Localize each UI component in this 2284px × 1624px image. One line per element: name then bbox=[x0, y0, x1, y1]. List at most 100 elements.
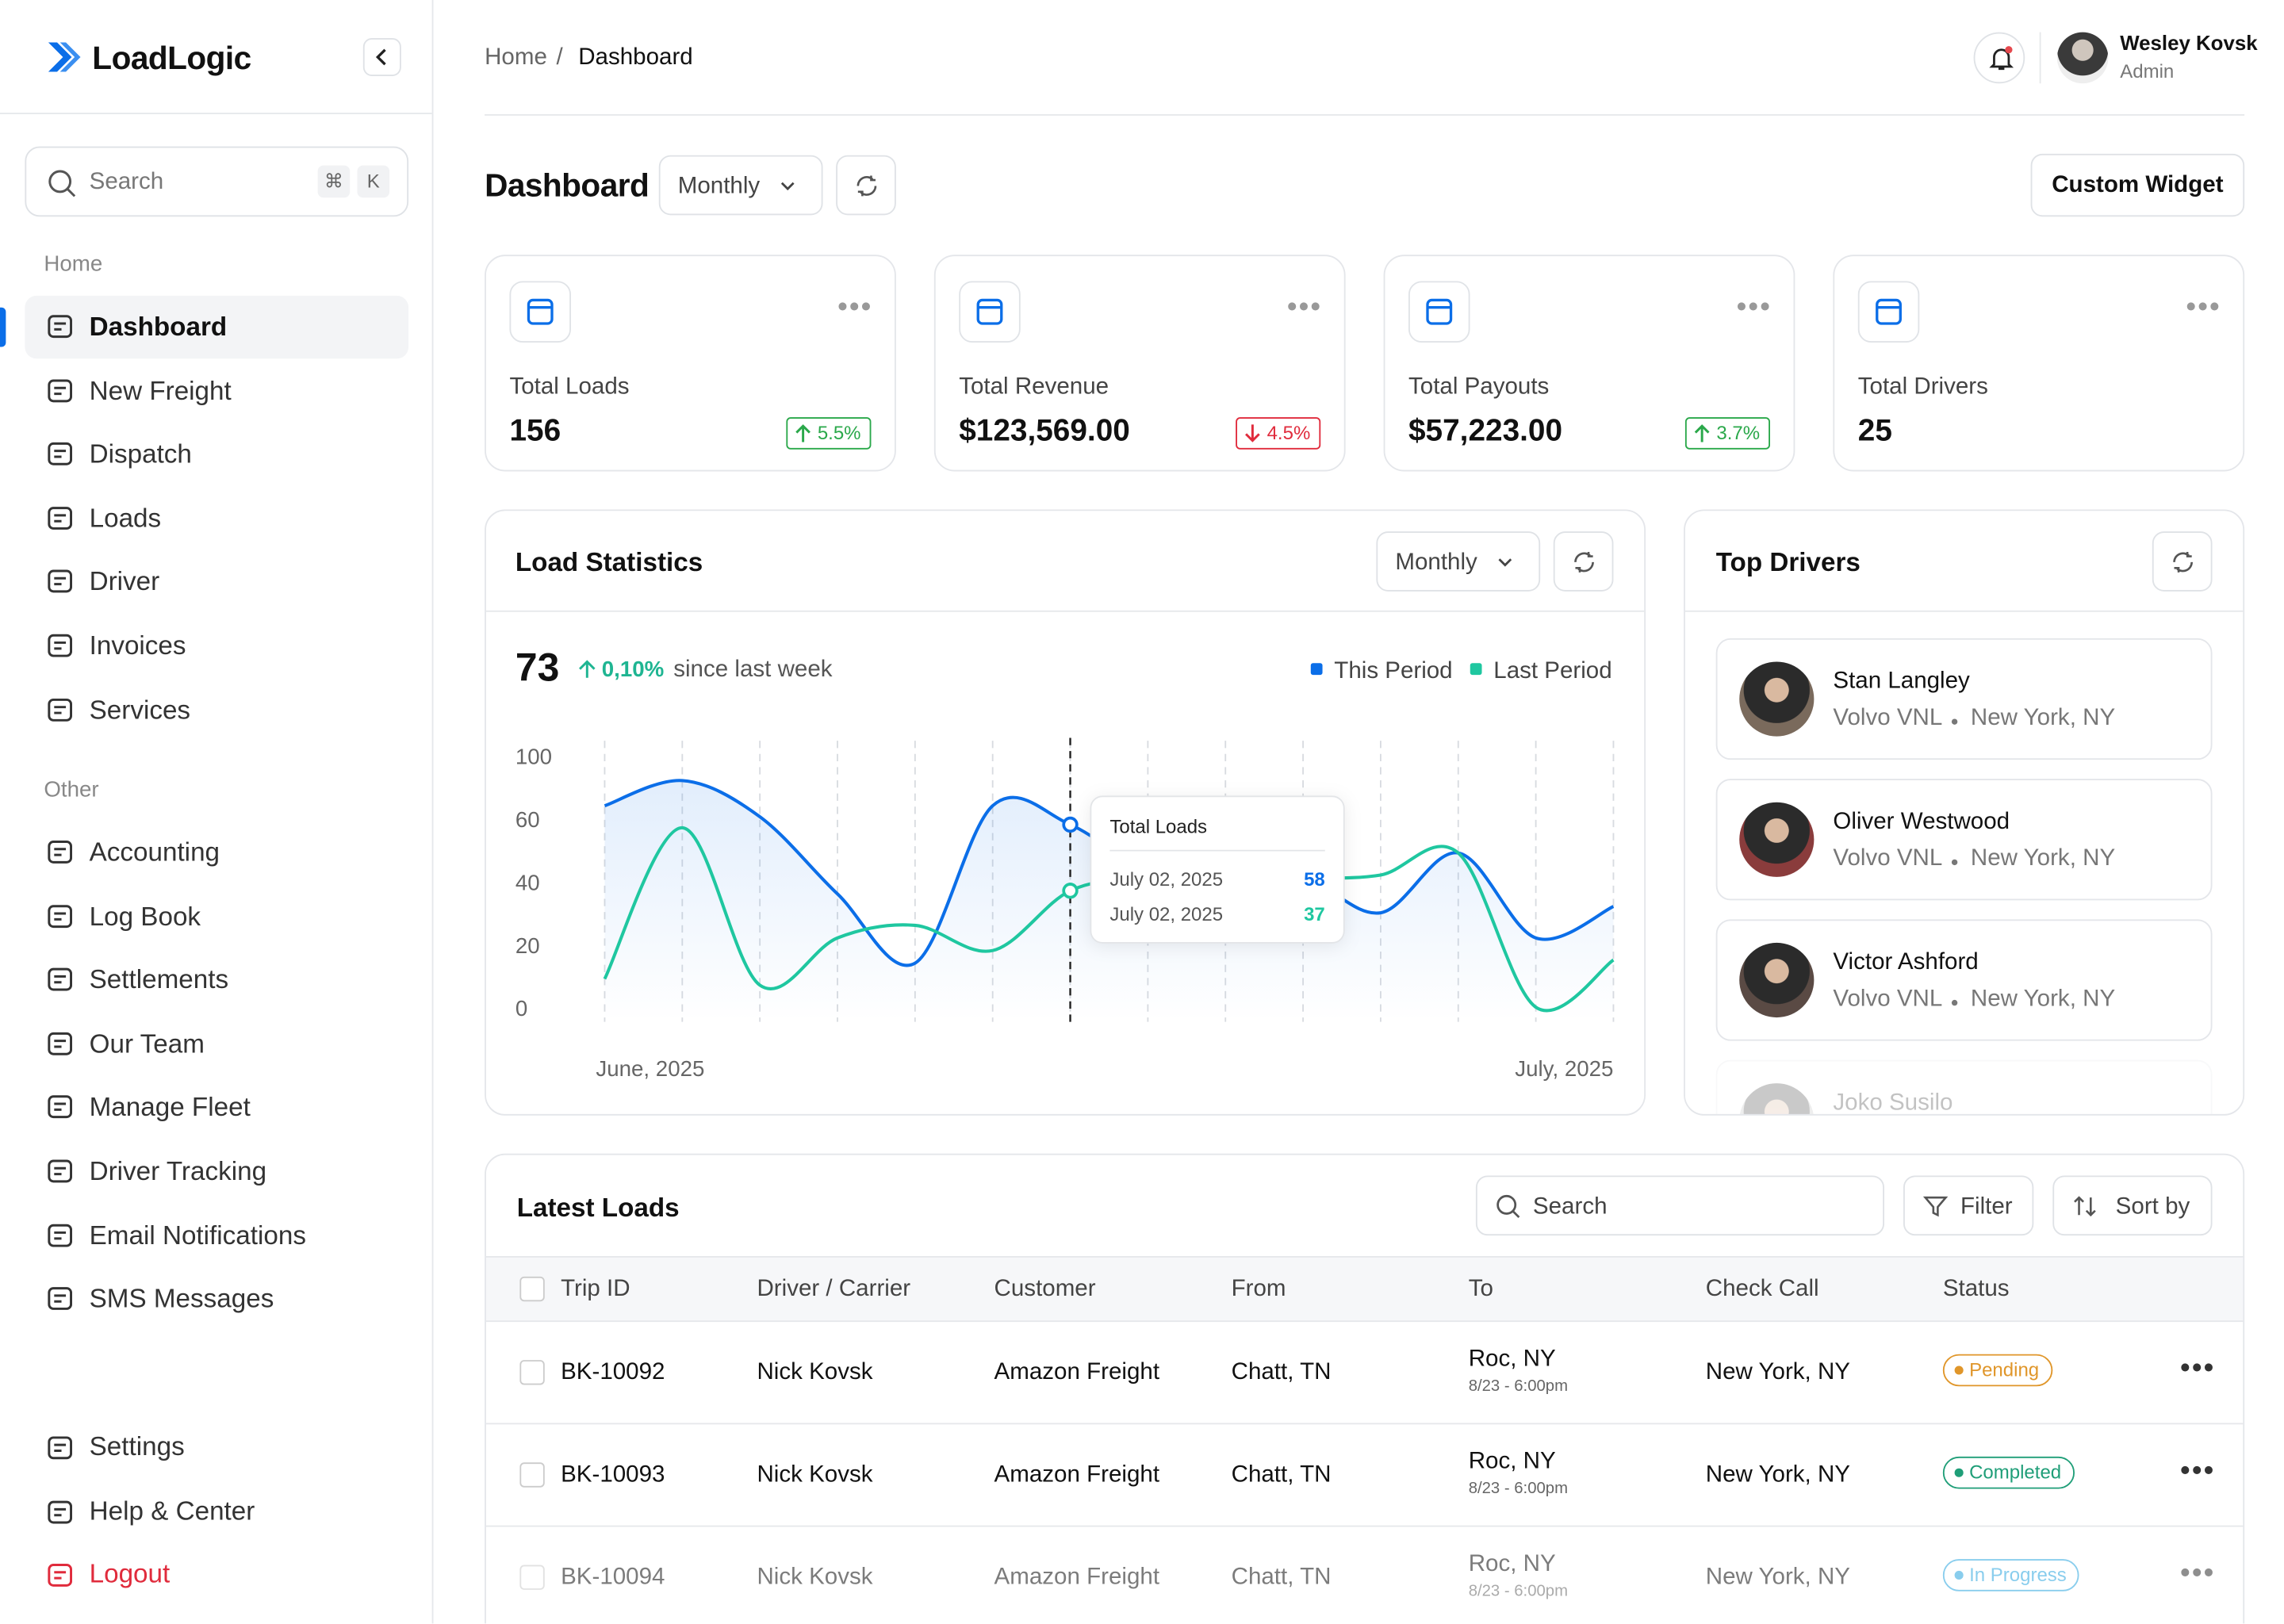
nav-item[interactable]: Services bbox=[89, 695, 191, 725]
breadcrumb-home[interactable]: Home bbox=[485, 45, 547, 71]
legend-label: Last Period bbox=[1493, 657, 1611, 684]
column-header: Driver / Carrier bbox=[757, 1276, 911, 1302]
search-placeholder: Search bbox=[1532, 1194, 1608, 1220]
more-menu[interactable]: ••• bbox=[1286, 291, 1323, 324]
tooltip-title: Total Loads bbox=[1109, 816, 1207, 837]
more-menu[interactable]: ••• bbox=[2186, 291, 2221, 324]
cell-driver: Nick Kovsk bbox=[757, 1565, 873, 1590]
driver-location: New York, NY bbox=[1970, 705, 2116, 731]
row-menu[interactable]: ••• bbox=[2179, 1455, 2216, 1488]
nav-item[interactable]: Invoices bbox=[89, 630, 186, 661]
column-header: Status bbox=[1942, 1276, 2010, 1302]
user-avatar[interactable] bbox=[2056, 32, 2109, 84]
driver-card[interactable]: Oliver Westwood Volvo VNL New York, NY bbox=[1715, 779, 2213, 901]
nav-item[interactable]: Dashboard bbox=[89, 312, 228, 342]
sidebar-divider bbox=[431, 0, 434, 1624]
nav-item[interactable]: Driver Tracking bbox=[89, 1156, 267, 1186]
nav-icon bbox=[48, 570, 73, 594]
nav-icon bbox=[48, 904, 73, 928]
nav-item[interactable]: Settings bbox=[89, 1431, 185, 1461]
legend-swatch bbox=[1470, 663, 1482, 676]
stat-value: $123,569.00 bbox=[959, 414, 1130, 448]
column-header: From bbox=[1231, 1276, 1286, 1302]
y-tick-label: 100 bbox=[515, 745, 552, 769]
status-dot bbox=[1954, 1570, 1964, 1580]
nav-icon bbox=[48, 1436, 73, 1460]
cell-check-call: New York, NY bbox=[1705, 1565, 1851, 1590]
column-header: To bbox=[1468, 1276, 1493, 1302]
period-select[interactable]: Monthly bbox=[1376, 531, 1541, 592]
period-text: Monthly bbox=[677, 174, 761, 200]
status-dot bbox=[1954, 1468, 1964, 1477]
stat-icon bbox=[1857, 281, 1920, 343]
driver-vehicle: Volvo VNL bbox=[1833, 846, 1943, 871]
nav-item[interactable]: Dispatch bbox=[89, 439, 192, 469]
nav-item[interactable]: Logout bbox=[89, 1559, 171, 1589]
row-menu[interactable]: ••• bbox=[2179, 1352, 2216, 1385]
nav-item[interactable]: Manage Fleet bbox=[89, 1092, 251, 1122]
nav-item[interactable]: Log Book bbox=[89, 901, 201, 931]
stat-icon bbox=[1408, 281, 1470, 343]
stat-label: Total Drivers bbox=[1857, 374, 1988, 400]
card-title: Latest Loads bbox=[516, 1193, 680, 1223]
load-chart: 0 20 40 60 100 June, 2025 July, 2025 Last Perio… bbox=[515, 657, 1615, 1081]
nav-item[interactable]: New Freight bbox=[89, 375, 232, 405]
breadcrumb-separator: / bbox=[556, 45, 563, 71]
trend-up-icon bbox=[579, 660, 596, 678]
driver-card[interactable]: Victor Ashford Volvo VNL New York, NY bbox=[1715, 919, 2213, 1041]
checkbox[interactable] bbox=[519, 1360, 545, 1385]
more-menu[interactable]: ••• bbox=[1736, 291, 1772, 324]
checkbox[interactable] bbox=[519, 1565, 545, 1590]
nav-item[interactable]: Email Notifications bbox=[89, 1220, 306, 1250]
row-menu[interactable]: ••• bbox=[2179, 1557, 2216, 1590]
refresh-button[interactable] bbox=[836, 155, 896, 216]
driver-card[interactable]: Joko Susilo bbox=[1715, 1059, 2213, 1114]
stat-icon bbox=[509, 281, 571, 343]
driver-card[interactable]: Stan Langley Volvo VNL New York, NY bbox=[1715, 638, 2213, 760]
stat-card: ••• Total Drivers 25 bbox=[1833, 255, 2245, 472]
line bbox=[603, 825, 1615, 1013]
more-menu[interactable]: ••• bbox=[837, 291, 873, 324]
refresh-button[interactable] bbox=[2152, 531, 2213, 592]
nav-item[interactable]: Loads bbox=[89, 503, 162, 533]
user-name: Wesley Kovsk bbox=[2120, 30, 2258, 55]
checkbox[interactable] bbox=[519, 1462, 545, 1488]
y-tick-label: 40 bbox=[515, 870, 540, 894]
checkbox[interactable] bbox=[519, 1276, 545, 1302]
table-row: BK-10093 Nick Kovsk Amazon Freight Chatt, T… bbox=[485, 1423, 2244, 1527]
table-search[interactable]: Search bbox=[1475, 1175, 1884, 1236]
nav-item[interactable]: SMS Messages bbox=[89, 1284, 274, 1314]
filter-button[interactable]: Filter bbox=[1903, 1175, 2034, 1236]
cell-from: Chatt, TN bbox=[1231, 1360, 1332, 1385]
nav-item[interactable]: Driver bbox=[89, 567, 160, 597]
sort-button[interactable]: Sort by bbox=[2052, 1175, 2213, 1236]
nav-icon bbox=[48, 634, 73, 657]
refresh-button[interactable] bbox=[1553, 531, 1614, 592]
table-row: BK-10092 Nick Kovsk Amazon Freight Chatt, T… bbox=[485, 1320, 2244, 1425]
tooltip-date: July 02, 2025 bbox=[1109, 904, 1223, 925]
notification-button[interactable] bbox=[1973, 32, 2025, 84]
custom-widget-button[interactable]: Custom Widget bbox=[2030, 153, 2245, 217]
nav-item[interactable]: Our Team bbox=[89, 1028, 205, 1059]
cell-from: Chatt, TN bbox=[1231, 1462, 1332, 1488]
y-tick-label: 0 bbox=[515, 996, 527, 1021]
collapse-button[interactable] bbox=[362, 37, 401, 76]
cell-driver: Nick Kovsk bbox=[757, 1360, 873, 1385]
nav-active-bg bbox=[25, 295, 409, 359]
stat-value: $57,223.00 bbox=[1408, 414, 1563, 448]
shortcut-key: ⌘ bbox=[317, 165, 351, 198]
nav-item[interactable]: Help & Center bbox=[89, 1496, 255, 1525]
nav-item[interactable]: Settlements bbox=[89, 964, 229, 994]
stat-label: Total Revenue bbox=[959, 374, 1109, 400]
sidebar-search[interactable]: Search ⌘ K bbox=[25, 146, 409, 217]
cell-to-time: 8/23 - 6:00pm bbox=[1468, 1480, 1568, 1498]
period-select[interactable]: Monthly bbox=[658, 155, 823, 216]
card-divider bbox=[485, 610, 1645, 612]
driver-name: Oliver Westwood bbox=[1833, 809, 2010, 835]
column-header: Check Call bbox=[1705, 1276, 1819, 1302]
header-divider-v bbox=[2039, 32, 2041, 84]
stat-card: ••• Total Revenue $123,569.00 4.5% bbox=[933, 255, 1346, 472]
nav-item[interactable]: Accounting bbox=[89, 837, 220, 867]
y-tick-label: 60 bbox=[515, 807, 540, 832]
tooltip-value: 37 bbox=[1304, 904, 1325, 925]
